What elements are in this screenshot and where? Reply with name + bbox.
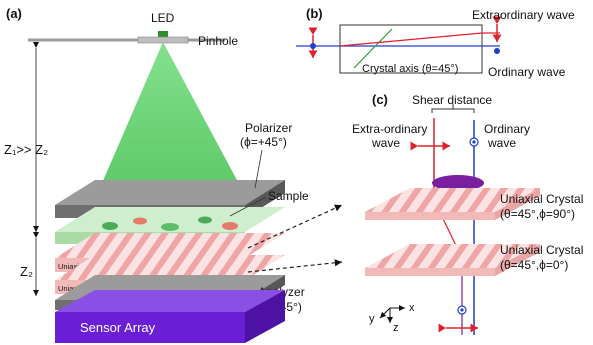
crystal-c-lower-front xyxy=(365,268,495,276)
connector-top xyxy=(247,204,343,249)
output-blue-dot xyxy=(494,48,500,54)
crystal-axis-label: Crystal axis (θ=45°) xyxy=(362,63,458,75)
polarizer-top xyxy=(55,180,285,205)
ordinary-label-2: wave xyxy=(487,136,516,150)
shear-distance-label: Shear distance xyxy=(412,93,492,107)
ordinary-label-1: Ordinary xyxy=(484,122,530,136)
z1-label: Z₁>> Z₂ xyxy=(4,142,48,157)
sample-label: Sample xyxy=(268,189,309,203)
sensor-top xyxy=(55,290,285,312)
extra-ordinary-label-1: Extra-ordinary xyxy=(352,122,427,136)
crystal-c-upper-side xyxy=(495,188,540,220)
led-icon xyxy=(158,31,168,39)
sensor-front xyxy=(55,312,245,343)
panel-b-label: (b) xyxy=(306,6,323,21)
crystal-c-lower-label-1: Uniaxial Crystal xyxy=(500,243,583,257)
sensor-array-label: Sensor Array xyxy=(80,320,156,335)
crystal-c-upper-front xyxy=(365,212,495,220)
polarizer-angle: (ϕ=+45°) xyxy=(240,135,287,149)
axis-x-label: x xyxy=(409,302,415,314)
ordinary-top-dot-center xyxy=(472,140,476,144)
crystal-1-top xyxy=(55,233,285,258)
connector-bottom xyxy=(247,259,343,273)
sample-object xyxy=(432,175,484,191)
ordinary-wave-label: Ordinary wave xyxy=(488,65,566,79)
crystal-2-top xyxy=(55,255,285,280)
panel-c: (c) Shear distance Extra-ordinary wave O… xyxy=(352,92,583,335)
panel-a: (a) LED Pinhole Z₁>> Z₂ Polarizer (ϕ=+45… xyxy=(4,6,343,343)
panel-b: (b) Extraordinary wave Ordinary wave Cry… xyxy=(296,6,575,79)
light-cone xyxy=(96,42,246,197)
extra-ordinary-label-2: wave xyxy=(371,136,400,150)
crystal-box xyxy=(339,24,483,74)
polarizer-title: Polarizer xyxy=(245,121,292,135)
coordinate-axes: x y z xyxy=(369,302,415,334)
crystal-axis-line xyxy=(353,28,393,69)
crystal-c-lower-top xyxy=(365,244,540,268)
polarizer-pointer xyxy=(254,149,263,189)
ordinary-bottom-dot-center xyxy=(460,308,464,312)
panel-a-label: (a) xyxy=(6,6,22,21)
panel-c-label: (c) xyxy=(372,92,388,107)
axis-y-label: y xyxy=(369,313,375,325)
sensor-side xyxy=(245,290,285,343)
crystal-c-upper-label-1: Uniaxial Crystal xyxy=(500,192,583,206)
crystal-c-upper-label-2: (θ=45°,ϕ=90°) xyxy=(500,207,575,221)
extraordinary-ray xyxy=(339,32,483,47)
crystal-c-upper-top xyxy=(365,188,540,212)
input-blue-dot xyxy=(310,43,316,49)
extraordinary-wave-label: Extraordinary wave xyxy=(472,8,575,22)
crystal-c-lower-side xyxy=(495,244,540,276)
axis-z-label: z xyxy=(393,322,399,334)
led-label: LED xyxy=(151,11,175,25)
crystal-c-lower-label-2: (θ=45°,ϕ=0°) xyxy=(500,258,568,272)
z2-label: Z₂ xyxy=(20,264,33,279)
sample-pointer xyxy=(229,196,267,217)
pinhole-label: Pinhole xyxy=(198,34,238,48)
shear-brace xyxy=(431,104,475,113)
